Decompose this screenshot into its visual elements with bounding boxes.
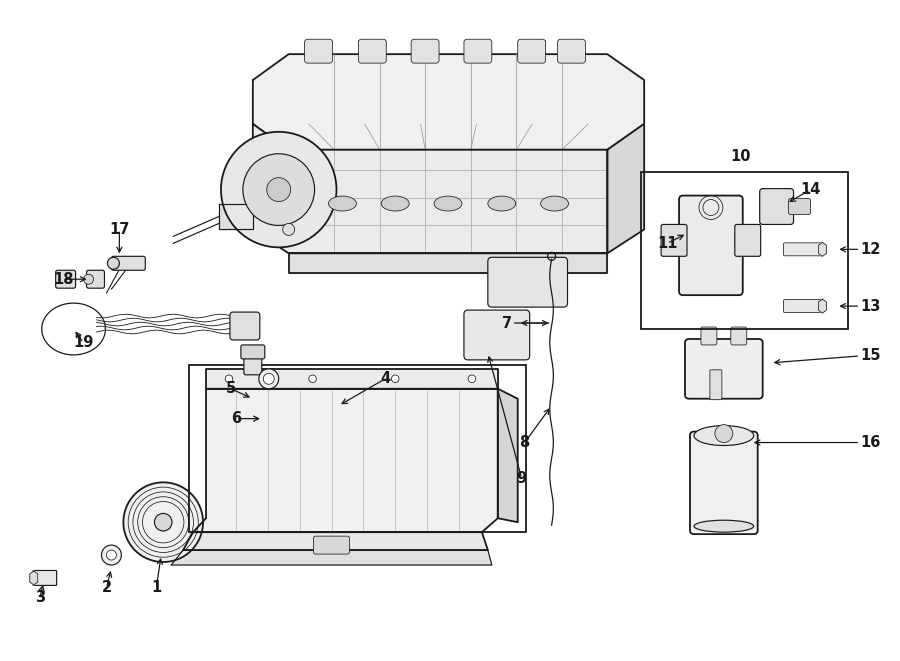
FancyBboxPatch shape — [710, 370, 722, 400]
FancyBboxPatch shape — [230, 312, 260, 340]
FancyBboxPatch shape — [734, 225, 760, 256]
FancyBboxPatch shape — [464, 310, 530, 360]
Polygon shape — [818, 243, 826, 256]
Circle shape — [221, 132, 337, 247]
Polygon shape — [30, 571, 38, 585]
Ellipse shape — [541, 196, 569, 211]
FancyBboxPatch shape — [86, 270, 104, 288]
Text: 14: 14 — [800, 182, 821, 197]
Polygon shape — [171, 550, 491, 565]
FancyBboxPatch shape — [662, 225, 687, 256]
FancyBboxPatch shape — [411, 39, 439, 63]
FancyBboxPatch shape — [313, 536, 349, 554]
Circle shape — [102, 545, 122, 565]
FancyBboxPatch shape — [679, 196, 742, 295]
FancyBboxPatch shape — [241, 345, 265, 359]
Polygon shape — [608, 124, 644, 253]
Ellipse shape — [434, 196, 462, 211]
FancyBboxPatch shape — [358, 39, 386, 63]
Bar — [189, 365, 526, 532]
FancyBboxPatch shape — [518, 39, 545, 63]
Ellipse shape — [382, 196, 410, 211]
Ellipse shape — [694, 426, 753, 446]
FancyBboxPatch shape — [488, 257, 568, 307]
FancyBboxPatch shape — [464, 39, 491, 63]
FancyBboxPatch shape — [56, 270, 76, 288]
Text: 8: 8 — [519, 435, 530, 450]
FancyBboxPatch shape — [784, 299, 824, 313]
Ellipse shape — [328, 196, 356, 211]
Polygon shape — [253, 124, 608, 253]
Polygon shape — [289, 253, 608, 273]
Circle shape — [225, 375, 233, 383]
Circle shape — [309, 375, 317, 383]
FancyBboxPatch shape — [784, 243, 824, 256]
Circle shape — [468, 375, 476, 383]
FancyBboxPatch shape — [244, 351, 262, 375]
Text: 5: 5 — [226, 381, 236, 396]
Circle shape — [106, 550, 116, 560]
FancyBboxPatch shape — [788, 198, 811, 214]
Circle shape — [243, 154, 315, 225]
Polygon shape — [194, 389, 498, 532]
Circle shape — [155, 514, 172, 531]
FancyBboxPatch shape — [685, 339, 762, 399]
Text: 6: 6 — [230, 411, 241, 426]
Text: 9: 9 — [517, 471, 526, 486]
Text: 4: 4 — [380, 371, 391, 386]
Ellipse shape — [488, 196, 516, 211]
Polygon shape — [206, 369, 498, 389]
Ellipse shape — [694, 520, 753, 532]
FancyBboxPatch shape — [731, 327, 747, 345]
Text: 12: 12 — [860, 242, 880, 257]
Text: 13: 13 — [860, 299, 880, 313]
Circle shape — [107, 257, 120, 269]
Text: 18: 18 — [53, 272, 74, 287]
Text: 1: 1 — [151, 580, 161, 596]
Text: 7: 7 — [501, 315, 512, 330]
Text: 3: 3 — [35, 590, 45, 605]
Circle shape — [715, 424, 733, 442]
Circle shape — [392, 375, 399, 383]
FancyBboxPatch shape — [557, 39, 585, 63]
FancyBboxPatch shape — [760, 188, 794, 225]
Text: 10: 10 — [731, 149, 751, 164]
FancyBboxPatch shape — [32, 570, 57, 586]
Text: 19: 19 — [74, 335, 94, 350]
FancyBboxPatch shape — [690, 432, 758, 534]
Text: 2: 2 — [102, 580, 112, 596]
Circle shape — [259, 369, 279, 389]
Polygon shape — [818, 299, 826, 313]
Text: 11: 11 — [657, 236, 678, 251]
Bar — [641, 172, 849, 329]
Circle shape — [283, 223, 294, 235]
Circle shape — [264, 373, 274, 384]
Text: 17: 17 — [109, 222, 130, 237]
Circle shape — [123, 483, 203, 562]
FancyBboxPatch shape — [304, 39, 332, 63]
Circle shape — [84, 274, 94, 284]
Polygon shape — [253, 54, 644, 150]
Circle shape — [266, 178, 291, 202]
Text: 15: 15 — [860, 348, 881, 364]
Polygon shape — [498, 389, 518, 522]
Text: 16: 16 — [860, 435, 880, 450]
FancyBboxPatch shape — [701, 327, 717, 345]
Polygon shape — [219, 204, 253, 229]
Polygon shape — [183, 532, 488, 550]
FancyBboxPatch shape — [112, 256, 145, 270]
